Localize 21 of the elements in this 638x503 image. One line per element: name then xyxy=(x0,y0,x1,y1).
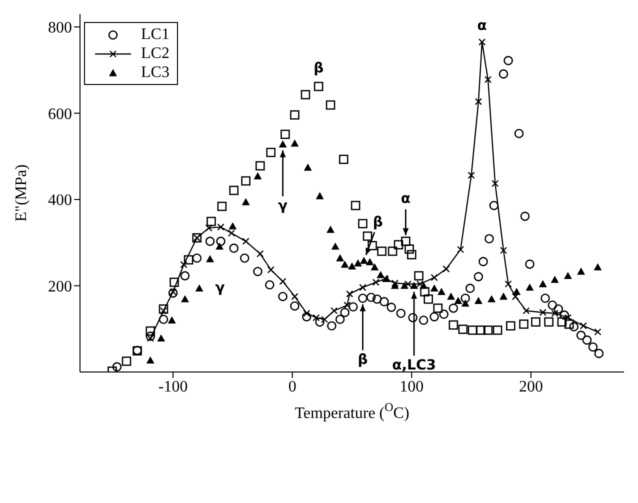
y-axis-title: E"(MPa) xyxy=(13,164,30,222)
legend-label: LC1 xyxy=(141,26,170,44)
annotation: γ xyxy=(215,280,226,296)
x-tick-label: -100 xyxy=(158,378,188,396)
annotation: β xyxy=(358,352,368,368)
annotation: α xyxy=(400,191,411,208)
annotation: α,LC3 xyxy=(392,358,436,374)
y-tick-label: 400 xyxy=(48,192,72,210)
x-tick-label: 100 xyxy=(400,378,424,396)
x-tick-label: 200 xyxy=(518,378,543,396)
y-tick-label: 600 xyxy=(48,106,72,123)
x-tick-label: 0 xyxy=(288,378,296,396)
x-axis-title: Temperature ($^{O}$C) xyxy=(294,400,410,422)
legend-label: LC2 xyxy=(141,44,170,62)
annotation: β xyxy=(314,60,324,76)
annotation: α xyxy=(477,18,488,34)
y-tick-label: 200 xyxy=(48,278,72,296)
y-tick-label: 800 xyxy=(48,20,72,37)
legend-label: LC3 xyxy=(141,64,170,82)
annotation: β xyxy=(372,214,383,231)
annotation: γ xyxy=(278,198,288,214)
